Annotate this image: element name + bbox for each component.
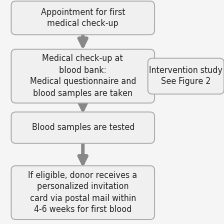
FancyBboxPatch shape (148, 58, 224, 94)
FancyBboxPatch shape (11, 49, 155, 103)
FancyBboxPatch shape (11, 166, 155, 220)
Text: Intervention study
See Figure 2: Intervention study See Figure 2 (149, 66, 223, 86)
FancyBboxPatch shape (11, 1, 155, 35)
Text: Appointment for first
medical check-up: Appointment for first medical check-up (41, 8, 125, 28)
FancyBboxPatch shape (11, 112, 155, 143)
Text: Medical check-up at
blood bank:
Medical questionnaire and
blood samples are take: Medical check-up at blood bank: Medical … (30, 54, 136, 98)
Text: Blood samples are tested: Blood samples are tested (32, 123, 134, 132)
Text: If eligible, donor receives a
personalized invitation
card via postal mail withi: If eligible, donor receives a personaliz… (28, 171, 138, 214)
